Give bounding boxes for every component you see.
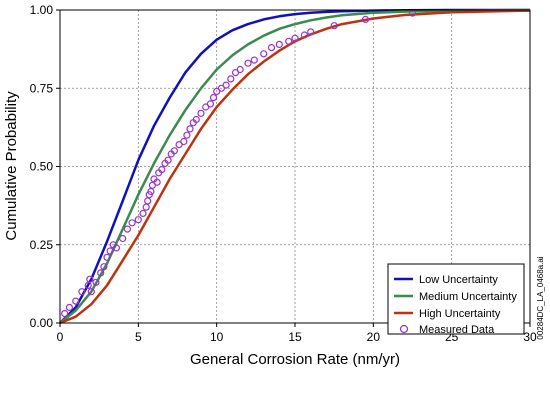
measured-data-point xyxy=(92,278,100,286)
measured-data-point xyxy=(192,115,200,124)
measured-data-point xyxy=(119,234,127,243)
measured-data-point xyxy=(217,84,225,92)
file-id-note: 00284DC_LA_0468a.ai xyxy=(536,256,545,339)
measured-data-point xyxy=(227,75,235,83)
measured-data-point xyxy=(186,125,194,133)
measured-data-point xyxy=(103,253,111,261)
legend: Low Uncertainty Medium Uncertainty High … xyxy=(387,263,525,336)
measured-data-point xyxy=(78,288,86,296)
x-tick-label: 15 xyxy=(288,330,302,344)
x-tick-label: 0 xyxy=(57,330,64,344)
high-uncertainty-curve xyxy=(59,9,531,325)
measured-data-point xyxy=(139,209,147,217)
x-tick-label: 20 xyxy=(367,330,381,344)
x-axis-title: General Corrosion Rate (nm/yr) xyxy=(190,351,400,368)
measured-data-point xyxy=(197,109,205,117)
y-tick-label: 0.75 xyxy=(30,81,54,95)
measured-data-point xyxy=(100,263,108,271)
measured-data-point xyxy=(97,269,105,277)
low-uncertainty-curve xyxy=(59,8,530,324)
legend-label-measured: Measured Data xyxy=(419,324,495,336)
legend-label-medium: Medium Uncertainty xyxy=(419,291,517,303)
legend-swatch-measured xyxy=(399,324,409,334)
grid xyxy=(60,10,530,323)
measured-data-point xyxy=(61,310,69,318)
x-tick-label: 5 xyxy=(135,330,142,344)
measured-data-point xyxy=(285,37,293,45)
curves xyxy=(59,8,531,325)
y-axis-title: Cumulative Probability xyxy=(3,91,20,241)
measured-data-point xyxy=(128,219,136,227)
legend-label-high: High Uncertainty xyxy=(419,308,501,320)
measured-data-point xyxy=(260,50,268,58)
measured-data-point xyxy=(330,22,338,30)
measured-data-point xyxy=(123,225,132,233)
measured-data-point xyxy=(244,59,252,67)
measured-data-point xyxy=(300,31,308,39)
measured-data-point xyxy=(158,166,166,174)
y-tick-label: 0.00 xyxy=(30,316,54,330)
legend-box xyxy=(387,263,525,335)
x-tick-label: 30 xyxy=(523,330,537,344)
measured-data-point xyxy=(87,288,95,296)
measured-data-point xyxy=(112,244,121,252)
measured-data-point xyxy=(361,15,370,23)
legend-label-low: Low Uncertainty xyxy=(419,274,498,286)
measured-data-point xyxy=(86,275,94,283)
measured-data-point xyxy=(153,178,161,186)
measured-data-point xyxy=(267,43,276,52)
y-tick-label: 0.50 xyxy=(30,160,54,174)
measured-data-point xyxy=(291,34,299,42)
y-axis-ticks: 0.00 0.25 0.50 0.75 1.00 xyxy=(30,3,60,330)
x-tick-label: 10 xyxy=(210,330,224,344)
measured-data-point xyxy=(209,93,218,102)
y-tick-label: 0.25 xyxy=(30,238,54,252)
measured-data-point xyxy=(170,147,178,155)
measured-data-point xyxy=(142,203,150,211)
measured-data-point xyxy=(250,56,258,64)
measured-data-point xyxy=(72,297,80,305)
measured-data-point xyxy=(106,247,114,255)
medium-uncertainty-curve xyxy=(59,8,531,324)
measured-points xyxy=(61,9,417,318)
measured-data-point xyxy=(236,65,244,74)
measured-data-point xyxy=(65,303,74,311)
y-tick-label: 1.00 xyxy=(30,3,54,17)
measured-data-point xyxy=(134,216,142,224)
measured-data-point xyxy=(275,40,283,49)
measured-data-point xyxy=(222,81,230,89)
measured-data-point xyxy=(206,100,214,108)
measured-data-point xyxy=(307,28,315,36)
measured-data-point xyxy=(183,131,191,139)
measured-data-point xyxy=(180,137,188,146)
measured-data-point xyxy=(164,156,172,164)
